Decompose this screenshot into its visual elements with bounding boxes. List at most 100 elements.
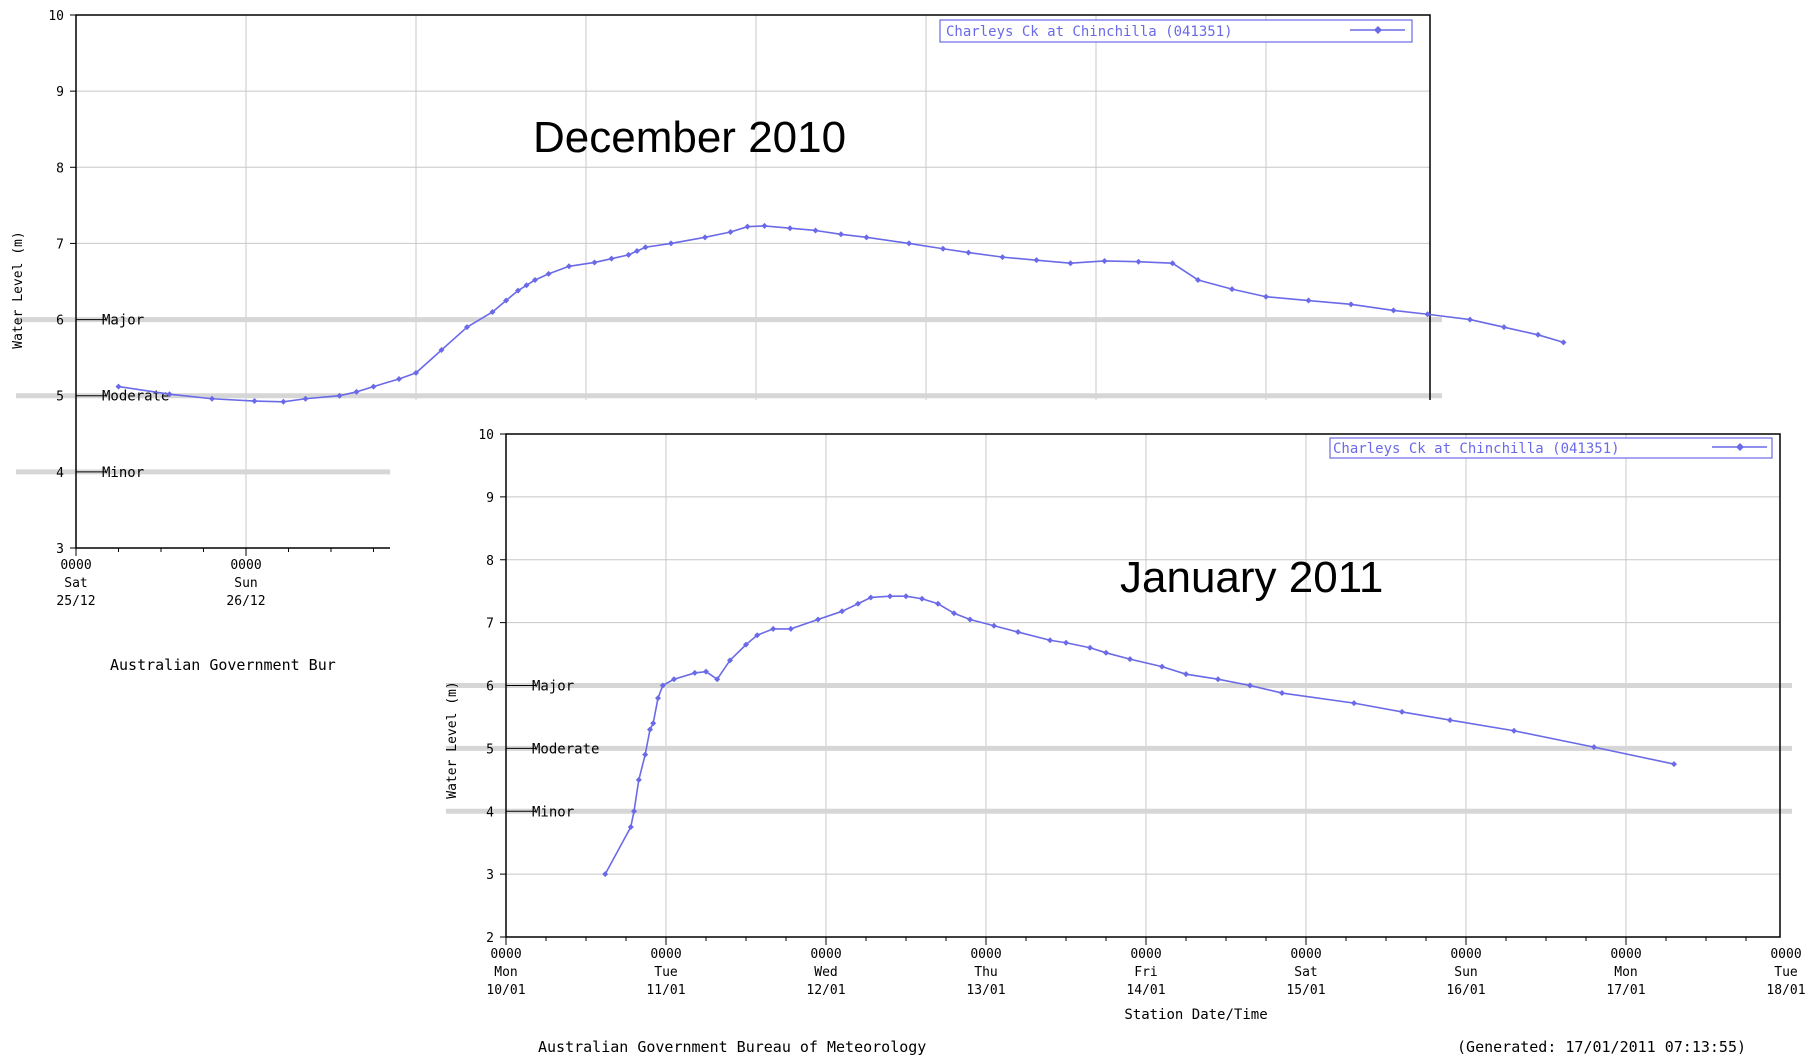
threshold-label-minor: Minor — [532, 804, 574, 820]
data-point — [668, 240, 674, 247]
data-point — [566, 263, 572, 270]
x-tick-time: 0000 — [1130, 947, 1161, 962]
data-point — [839, 608, 845, 615]
data-point — [1087, 644, 1093, 651]
data-point — [659, 682, 666, 689]
chart2-plot-frame — [505, 433, 1781, 938]
data-point — [532, 276, 538, 283]
data-point — [906, 240, 912, 247]
data-point — [370, 383, 377, 390]
x-tick-time: 0000 — [230, 558, 261, 573]
y-tick-label: 8 — [486, 554, 494, 569]
data-point — [115, 383, 122, 390]
data-point — [1047, 637, 1053, 644]
y-tick-label: 9 — [56, 85, 64, 100]
x-tick-date: 14/01 — [1126, 983, 1165, 998]
data-point — [991, 622, 997, 629]
y-tick-label: 4 — [56, 466, 64, 481]
data-point — [625, 251, 632, 258]
data-point — [1348, 301, 1354, 308]
x-tick-day: Sat — [64, 576, 87, 591]
x-tick-date: 13/01 — [966, 983, 1005, 998]
data-point — [642, 751, 649, 758]
y-tick-label: 7 — [56, 237, 64, 252]
data-point — [602, 871, 609, 878]
data-point — [515, 287, 521, 294]
data-point — [1501, 324, 1507, 331]
data-point — [1263, 293, 1269, 300]
data-point — [647, 726, 653, 733]
data-point — [464, 324, 470, 331]
x-tick-date: 17/01 — [1606, 983, 1645, 998]
data-point — [251, 398, 258, 405]
data-point — [999, 254, 1006, 261]
x-tick-date: 15/01 — [1286, 983, 1325, 998]
series-line — [604, 595, 1675, 875]
x-tick-date: 12/01 — [806, 983, 845, 998]
chart1-legend-marker — [1374, 26, 1382, 34]
data-point — [1591, 744, 1597, 751]
data-point — [1399, 708, 1405, 715]
data-point — [838, 231, 844, 238]
data-point — [965, 249, 972, 256]
data-point — [691, 669, 698, 676]
chart2-legend-box — [1329, 437, 1773, 459]
data-point — [523, 282, 530, 289]
chart2-y-tick-labels: 2 3 4 5 6 7 8 9 10 — [478, 428, 494, 946]
x-tick-time: 0000 — [1610, 947, 1641, 962]
data-point — [919, 595, 925, 602]
data-point — [761, 222, 768, 229]
data-point — [302, 395, 309, 402]
data-point — [1015, 629, 1021, 636]
y-tick-label: 8 — [56, 161, 64, 176]
x-tick-time: 0000 — [490, 947, 521, 962]
data-point — [489, 308, 496, 315]
data-point — [1127, 656, 1133, 663]
data-point — [1424, 311, 1431, 318]
data-point — [727, 229, 734, 236]
chart2-series — [602, 593, 1677, 878]
y-tick-label: 3 — [56, 542, 64, 557]
data-point — [1511, 727, 1517, 734]
y-tick-label: 2 — [486, 931, 494, 946]
x-tick-time: 0000 — [1450, 947, 1481, 962]
x-tick-day: Mon — [494, 965, 517, 980]
y-tick-label: 7 — [486, 617, 494, 632]
x-tick-day: Tue — [1774, 965, 1798, 980]
chart1-footer: Australian Government Bur — [110, 656, 336, 674]
x-tick-date: 18/01 — [1766, 983, 1805, 998]
data-point — [631, 808, 637, 815]
data-point — [935, 600, 941, 607]
data-point — [1183, 671, 1189, 678]
data-point — [1067, 260, 1074, 267]
x-tick-label: 0000 Fri 14/01 — [1126, 947, 1165, 998]
threshold-label-major: Major — [532, 679, 574, 695]
chart1-legend: Charleys Ck at Chinchilla (041351) — [939, 19, 1413, 43]
chart1-series — [115, 222, 1567, 405]
data-point — [867, 594, 874, 601]
data-point — [209, 395, 215, 402]
data-point — [1103, 649, 1109, 656]
data-point — [1159, 663, 1165, 670]
x-tick-date: 11/01 — [646, 983, 685, 998]
chart2-footer-source: Australian Government Bureau of Meteorol… — [538, 1038, 926, 1056]
data-point — [1063, 639, 1069, 646]
data-point — [714, 676, 721, 683]
x-tick-date: 10/01 — [486, 983, 525, 998]
chart2-overlay-title: January 2011 — [1120, 553, 1383, 602]
data-point — [887, 593, 893, 600]
data-point — [940, 245, 946, 252]
data-point — [1195, 276, 1201, 283]
data-point — [634, 248, 640, 255]
data-point — [1351, 700, 1357, 707]
data-point — [166, 391, 173, 398]
data-point — [1447, 717, 1453, 724]
data-point — [438, 347, 445, 354]
y-tick-label: 5 — [486, 742, 494, 757]
data-point — [903, 593, 909, 600]
y-tick-label: 10 — [478, 428, 494, 443]
chart2-x-axis-label: Station Date/Time — [1124, 1007, 1267, 1023]
y-tick-label: 6 — [56, 314, 64, 329]
x-tick-label: 0000 Tue 18/01 — [1766, 947, 1805, 998]
